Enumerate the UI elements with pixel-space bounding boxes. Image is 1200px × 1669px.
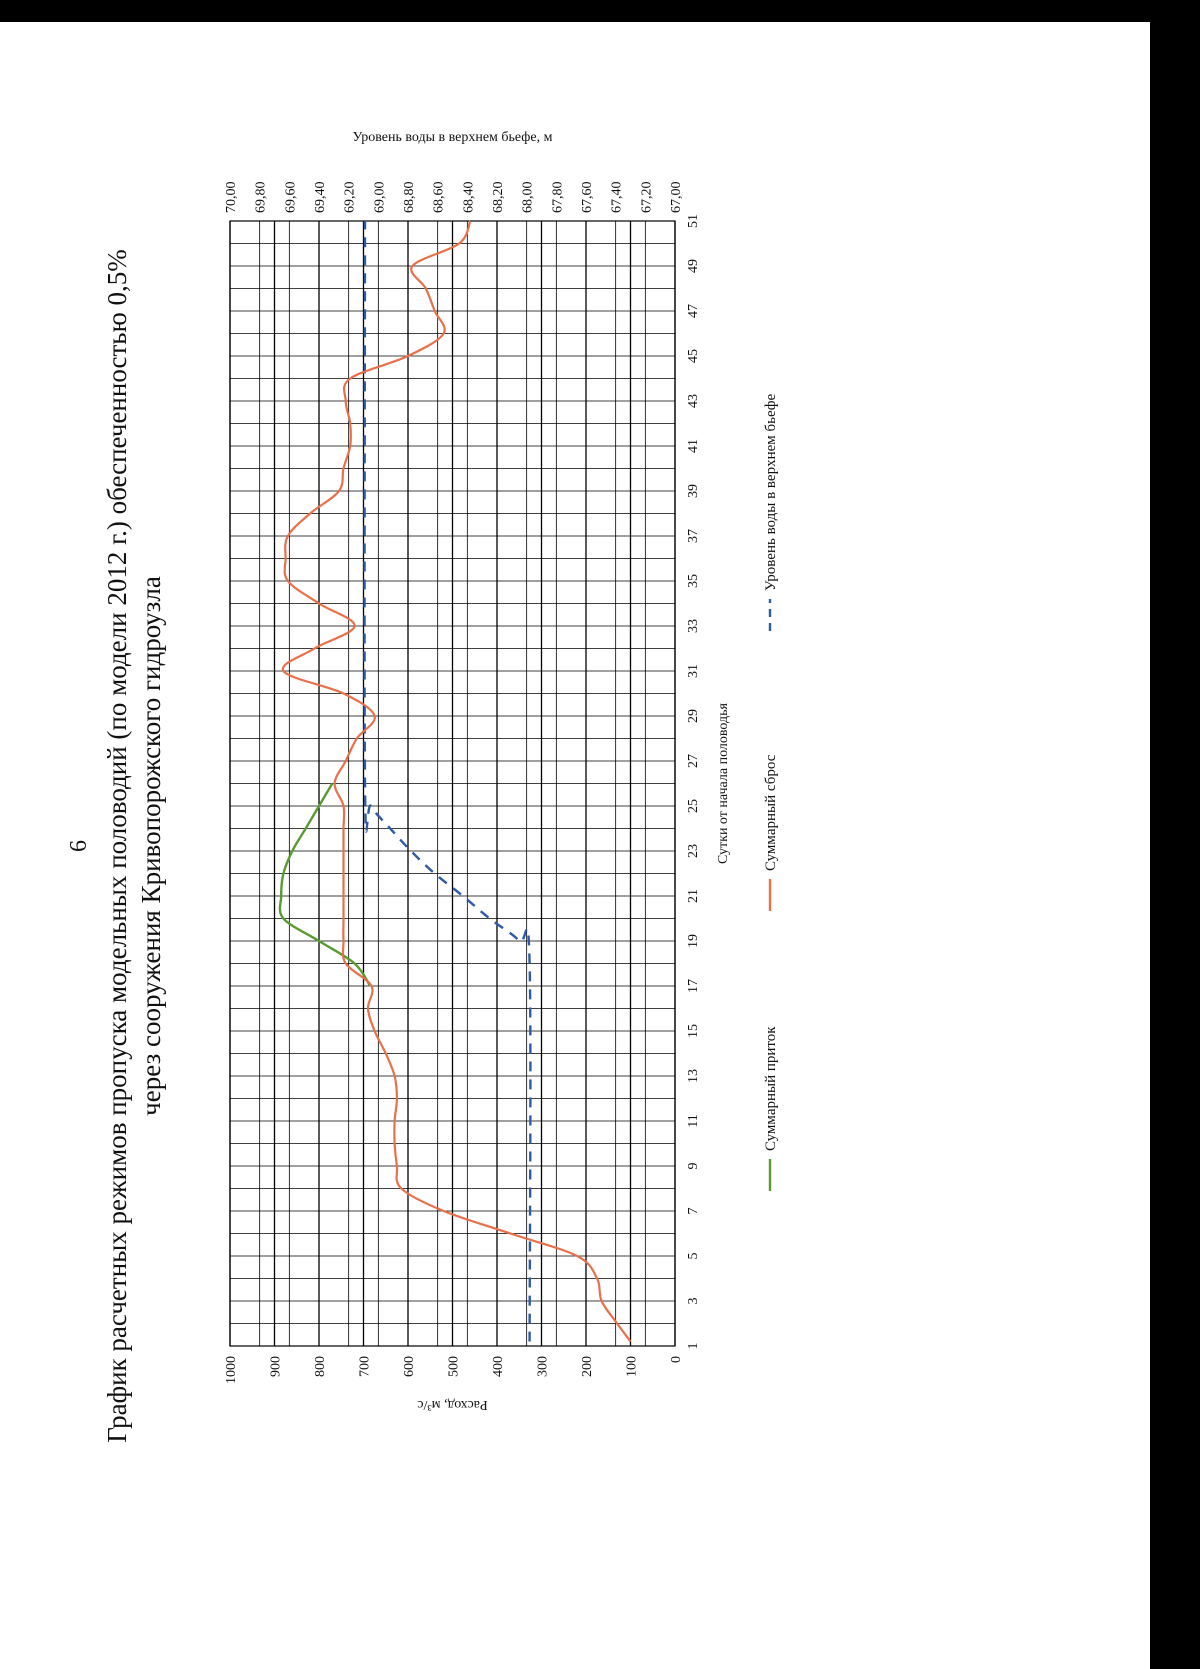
- x-tick-label: 37: [686, 529, 701, 543]
- y-tick-label: 300: [536, 1356, 551, 1377]
- x-tick-label: 43: [686, 394, 701, 408]
- x-tick-label: 25: [686, 799, 701, 813]
- x-tick-label: 51: [686, 214, 701, 228]
- y-tick-label: 500: [447, 1356, 462, 1377]
- y-tick-label: 600: [402, 1356, 417, 1377]
- x-tick-label: 41: [686, 439, 701, 453]
- x-tick-label: 19: [686, 934, 701, 948]
- y2-axis-title: Уровень воды в верхнем бьефе, м: [353, 130, 553, 145]
- x-tick-label: 23: [686, 844, 701, 858]
- y2-tick-label: 68,00: [521, 182, 536, 214]
- y2-tick-label: 68,20: [491, 182, 506, 214]
- y2-tick-label: 69,80: [254, 182, 269, 214]
- y2-tick-label: 70,00: [224, 182, 239, 214]
- x-tick-label: 21: [686, 889, 701, 903]
- x-tick-label: 13: [686, 1069, 701, 1083]
- y2-tick-label: 68,40: [461, 182, 476, 214]
- x-tick-label: 39: [686, 484, 701, 498]
- x-tick-label: 33: [686, 619, 701, 633]
- y2-tick-label: 69,00: [372, 182, 387, 214]
- legend-label: Уровень воды в верхнем бьефе: [763, 393, 779, 591]
- x-tick-label: 29: [686, 709, 701, 723]
- x-tick-label: 9: [686, 1163, 701, 1170]
- y-tick-label: 0: [669, 1356, 684, 1363]
- document-page: 6 График расчетных режимов пропуска моде…: [0, 22, 1150, 1669]
- x-tick-label: 15: [686, 1024, 701, 1038]
- x-tick-label: 7: [686, 1208, 701, 1215]
- y-tick-label: 200: [580, 1356, 595, 1377]
- x-tick-label: 17: [686, 979, 701, 993]
- plot-area-border: [229, 220, 676, 1347]
- x-tick-label: 47: [686, 304, 701, 318]
- x-tick-label: 31: [686, 664, 701, 678]
- x-tick-label: 5: [686, 1253, 701, 1260]
- legend-label: Суммарный приток: [763, 1026, 779, 1151]
- y2-tick-label: 68,80: [402, 182, 417, 214]
- x-tick-label: 35: [686, 574, 701, 588]
- y2-tick-label: 67,80: [550, 182, 565, 214]
- x-tick-label: 49: [686, 259, 701, 273]
- x-tick-label: 1: [686, 1343, 701, 1350]
- x-tick-label: 27: [686, 754, 701, 768]
- y2-tick-label: 67,00: [669, 182, 684, 214]
- x-axis-title: Сутки от начала половодья: [716, 702, 731, 863]
- y-axis-title: Расход, м³/с: [417, 1397, 487, 1412]
- y2-tick-label: 67,60: [580, 182, 595, 214]
- y2-tick-label: 69,20: [343, 182, 358, 214]
- series-line-level: [363, 220, 532, 1342]
- x-tick-label: 11: [686, 1114, 701, 1127]
- y-tick-label: 1000: [224, 1356, 239, 1384]
- y-tick-label: 700: [358, 1356, 373, 1377]
- y-tick-label: 100: [625, 1356, 640, 1377]
- y2-tick-label: 68,60: [432, 182, 447, 214]
- rotated-sheet: 6 График расчетных режимов пропуска моде…: [0, 46, 1150, 1646]
- series-line-discharge: [281, 220, 632, 1343]
- x-tick-label: 3: [686, 1298, 701, 1305]
- chart: 1357911131517192123252729313335373941434…: [224, 130, 779, 1412]
- y-tick-label: 800: [313, 1356, 328, 1377]
- series-line-inflow: [278, 782, 372, 987]
- y2-tick-label: 67,40: [610, 182, 625, 214]
- y2-tick-label: 67,20: [639, 182, 654, 214]
- legend-label: Суммарный сброс: [763, 754, 779, 871]
- y-tick-label: 400: [491, 1356, 506, 1377]
- y2-tick-label: 69,40: [313, 182, 328, 214]
- y-tick-label: 900: [269, 1356, 284, 1377]
- x-tick-label: 45: [686, 349, 701, 363]
- y2-tick-label: 69,60: [283, 182, 298, 214]
